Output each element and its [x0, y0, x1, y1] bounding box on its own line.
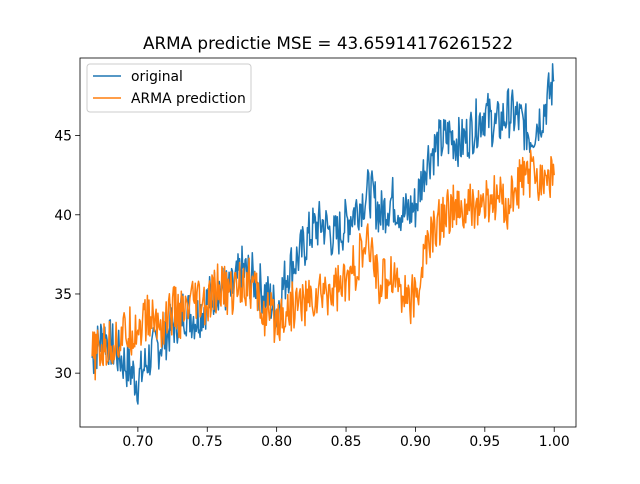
legend-label: ARMA prediction: [131, 91, 246, 107]
x-tick-label: 0.80: [261, 434, 292, 450]
y-tick-label: 45: [54, 129, 72, 145]
y-tick-label: 30: [54, 366, 72, 382]
series-line-original: [91, 63, 555, 405]
legend-label: original: [131, 69, 183, 85]
x-tick-label: 1.00: [539, 434, 570, 450]
x-tick-label: 0.75: [192, 434, 223, 450]
legend-box: [86, 63, 252, 113]
legend: original ARMA prediction: [86, 63, 252, 113]
x-tick-label: 0.95: [469, 434, 500, 450]
axes-frame: [79, 57, 577, 428]
x-tick-label: 0.70: [122, 434, 153, 450]
chart-title: ARMA predictie MSE = 43.65914176261522: [143, 33, 513, 53]
y-tick-label: 35: [54, 287, 72, 303]
plot-area: 0.70 0.75 0.80 0.85 0.90 0.95 1.00 30 35 40 45 orig…: [54, 57, 577, 450]
x-tick-label: 0.90: [400, 434, 431, 450]
series-line-arma-prediction: [91, 149, 555, 381]
x-tick-label: 0.85: [331, 434, 362, 450]
y-tick-label: 40: [54, 208, 72, 224]
